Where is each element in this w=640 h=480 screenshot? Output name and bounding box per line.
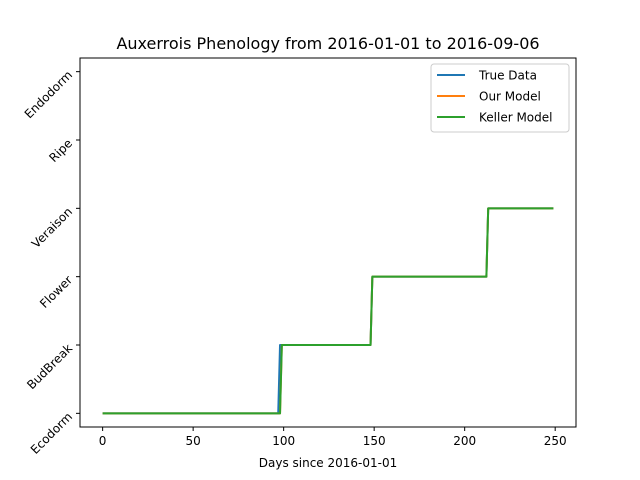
- legend: True Data Our Model Keller Model: [430, 63, 570, 133]
- legend-label-0: True Data: [478, 69, 537, 83]
- x-tick-label-2: 100: [272, 434, 295, 448]
- legend-label-1: Our Model: [479, 90, 541, 104]
- legend-frame: [430, 63, 570, 133]
- x-tick-label-4: 200: [453, 434, 476, 448]
- chart-title: Auxerrois Phenology from 2016-01-01 to 2…: [116, 34, 539, 53]
- x-axis: 0 50 100 150 200 250: [99, 427, 567, 448]
- x-axis-label: Days since 2016-01-01: [259, 456, 398, 470]
- x-tick-label-1: 50: [185, 434, 200, 448]
- plot-area: [102, 207, 554, 415]
- axes-frame: [79, 57, 577, 428]
- legend-label-2: Keller Model: [479, 111, 552, 125]
- x-tick-label-0: 0: [99, 434, 107, 448]
- x-tick-label-3: 150: [363, 434, 386, 448]
- series-line-2: [102, 207, 554, 415]
- x-tick-label-5: 250: [544, 434, 567, 448]
